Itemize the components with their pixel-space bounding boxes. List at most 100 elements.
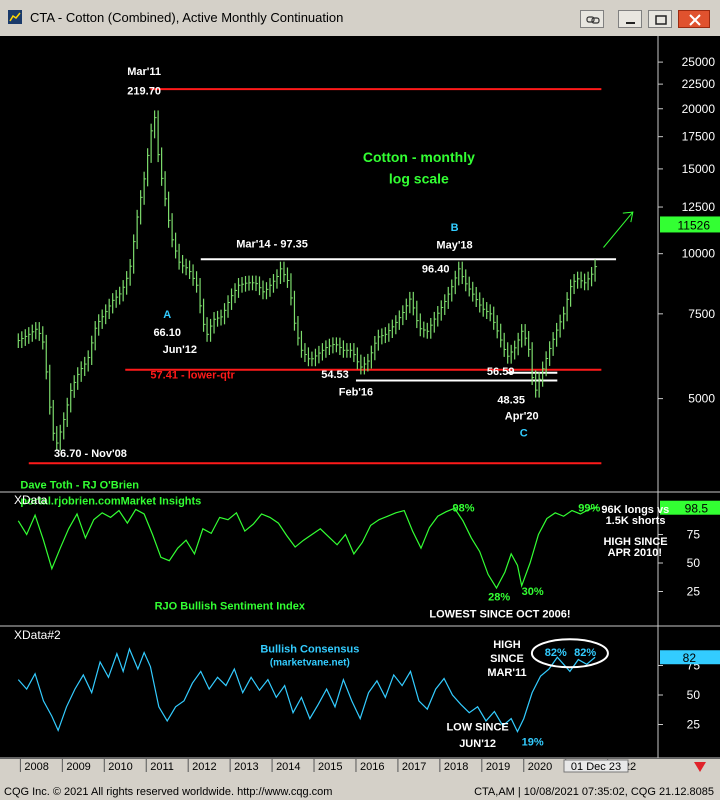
price-annotation: 56.59 <box>487 366 515 378</box>
price-annotation: May'18 <box>436 240 472 252</box>
price-annotation: 36.70 - Nov'08 <box>54 448 127 460</box>
minimize-button[interactable] <box>618 10 642 28</box>
x-tick-label: 2009 <box>66 761 90 773</box>
price-annotation: Dave Toth - RJ O'Brien <box>20 480 139 492</box>
x-range-label: 01 Dec 23 <box>571 761 621 773</box>
consensus-annotation: Bullish Consensus <box>260 644 359 656</box>
x-tick-label: 2016 <box>360 761 384 773</box>
last-value-label: 98.5 <box>685 502 709 516</box>
x-tick-label: 2017 <box>402 761 426 773</box>
x-tick-label: 2014 <box>276 761 300 773</box>
x-tick-label: 2015 <box>318 761 342 773</box>
consensus-annotation: 82% <box>574 647 596 659</box>
x-tick-label: 2012 <box>192 761 216 773</box>
sentiment-annotation: LOWEST SINCE OCT 2006! <box>429 609 570 621</box>
sentiment-index-line <box>17 506 598 590</box>
sentiment-annotation: 96K longs vs <box>601 504 669 516</box>
price-annotation: 48.35 <box>497 395 525 407</box>
y-tick-label: 12500 <box>682 200 716 214</box>
last-price-label: 11526 <box>678 218 711 232</box>
price-annotation: Mar'14 - 97.35 <box>236 239 308 251</box>
price-annotation: Feb'16 <box>339 386 373 398</box>
x-tick-label: 2011 <box>150 761 174 773</box>
y-tick-label: 22500 <box>682 77 716 91</box>
price-bars <box>17 110 598 451</box>
highlight-ellipse <box>530 638 609 669</box>
close-button[interactable] <box>678 10 710 28</box>
consensus-annotation: 82% <box>545 647 567 659</box>
bullish-consensus-line <box>17 647 596 733</box>
close-icon <box>689 14 701 26</box>
x-tick-label: 2008 <box>24 761 48 773</box>
consensus-annotation: LOW SINCE <box>446 721 508 733</box>
breakout-arrow-icon <box>622 211 634 223</box>
panel-label: XData#2 <box>14 628 61 642</box>
price-annotation: log scale <box>389 170 449 186</box>
scroll-arrow-icon[interactable] <box>694 762 706 772</box>
price-annotation: 219.70 <box>127 86 161 98</box>
y-tick-label: 25000 <box>682 55 716 69</box>
y-tick-label: 50 <box>687 556 701 570</box>
status-bar: CQG Inc. © 2021 All rights reserved worl… <box>0 784 720 800</box>
y-tick-label: 5000 <box>688 392 715 406</box>
x-range-box <box>563 759 629 773</box>
sentiment-annotation: 98% <box>452 503 474 515</box>
window-title: CTA - Cotton (Combined), Active Monthly … <box>30 10 344 25</box>
panel-label: XData <box>14 493 48 507</box>
breakout-arrow-line <box>603 211 634 248</box>
consensus-annotation: (marketvane.net) <box>270 658 350 669</box>
price-annotation: 96.40 <box>422 263 450 275</box>
link-icon <box>586 16 600 24</box>
sentiment-annotation: 1.5K shorts <box>606 515 666 527</box>
y-tick-label: 25 <box>687 718 701 732</box>
restore-button[interactable] <box>648 10 672 28</box>
last-value-label: 82 <box>683 651 697 665</box>
y-tick-label: 25 <box>687 585 701 599</box>
consensus-annotation: 19% <box>522 737 544 749</box>
price-annotation: Jun'12 <box>163 344 197 356</box>
sentiment-annotation: RJO Bullish Sentiment Index <box>155 601 306 613</box>
chart-area[interactable]: 2008 2009 2010 2011 2012 2013 2014 2015 2016 2017… <box>0 36 720 784</box>
price-annotation: 54.53 <box>321 369 349 381</box>
sentiment-annotation: 99% <box>578 503 600 515</box>
link-button[interactable] <box>580 10 604 28</box>
x-tick-label: 2013 <box>234 761 258 773</box>
y-tick-label: 20000 <box>682 102 716 116</box>
price-annotation: B <box>451 222 459 234</box>
y-tick-label: 75 <box>687 528 701 542</box>
window-titlebar: CTA - Cotton (Combined), Active Monthly … <box>0 0 720 37</box>
consensus-annotation: MAR'11 <box>487 667 526 679</box>
price-annotation: A <box>163 309 171 321</box>
consensus-annotation: JUN'12 <box>459 738 496 750</box>
sentiment-annotation: APR 2010! <box>608 547 662 559</box>
sentiment-annotation: 30% <box>522 586 544 598</box>
minimize-icon <box>626 22 635 24</box>
consensus-annotation: HIGH <box>493 639 521 651</box>
sentiment-annotation: 28% <box>488 592 510 604</box>
y-tick-label: 17500 <box>682 130 716 144</box>
price-annotation: 66.10 <box>153 327 181 339</box>
copyright-text: CQG Inc. © 2021 All rights reserved worl… <box>4 786 333 798</box>
last-value-box <box>660 650 720 665</box>
y-tick-label: 15000 <box>682 162 716 176</box>
price-annotation: Mar'11 <box>127 66 161 78</box>
price-annotation: C <box>520 428 528 440</box>
price-annotation: Apr'20 <box>505 411 539 423</box>
chart-canvas[interactable]: 2008 2009 2010 2011 2012 2013 2014 2015 2016 2017… <box>0 36 720 784</box>
y-tick-label: 50 <box>687 688 701 702</box>
chart-window-icon <box>8 10 22 24</box>
last-value-box <box>660 500 720 515</box>
x-tick-label: 2020 <box>528 761 552 773</box>
sentiment-annotation: HIGH SINCE <box>603 536 667 548</box>
y-tick-label: 10000 <box>682 247 716 261</box>
consensus-annotation: SINCE <box>490 653 524 665</box>
quote-timestamp: CTA,AM | 10/08/2021 07:35:02, CQG 21.12.… <box>474 786 714 798</box>
price-annotation: 57.41 - lower-qtr <box>150 370 235 382</box>
x-tick-label: 2018 <box>444 761 468 773</box>
price-annotation: portal.rjobrien.comMarket Insights <box>20 496 201 508</box>
x-tick-label: 2019 <box>486 761 510 773</box>
x-tick-label: 2010 <box>108 761 132 773</box>
y-tick-label: 7500 <box>688 307 715 321</box>
last-price-box <box>660 216 720 233</box>
price-annotation: Cotton - monthly <box>363 149 475 165</box>
